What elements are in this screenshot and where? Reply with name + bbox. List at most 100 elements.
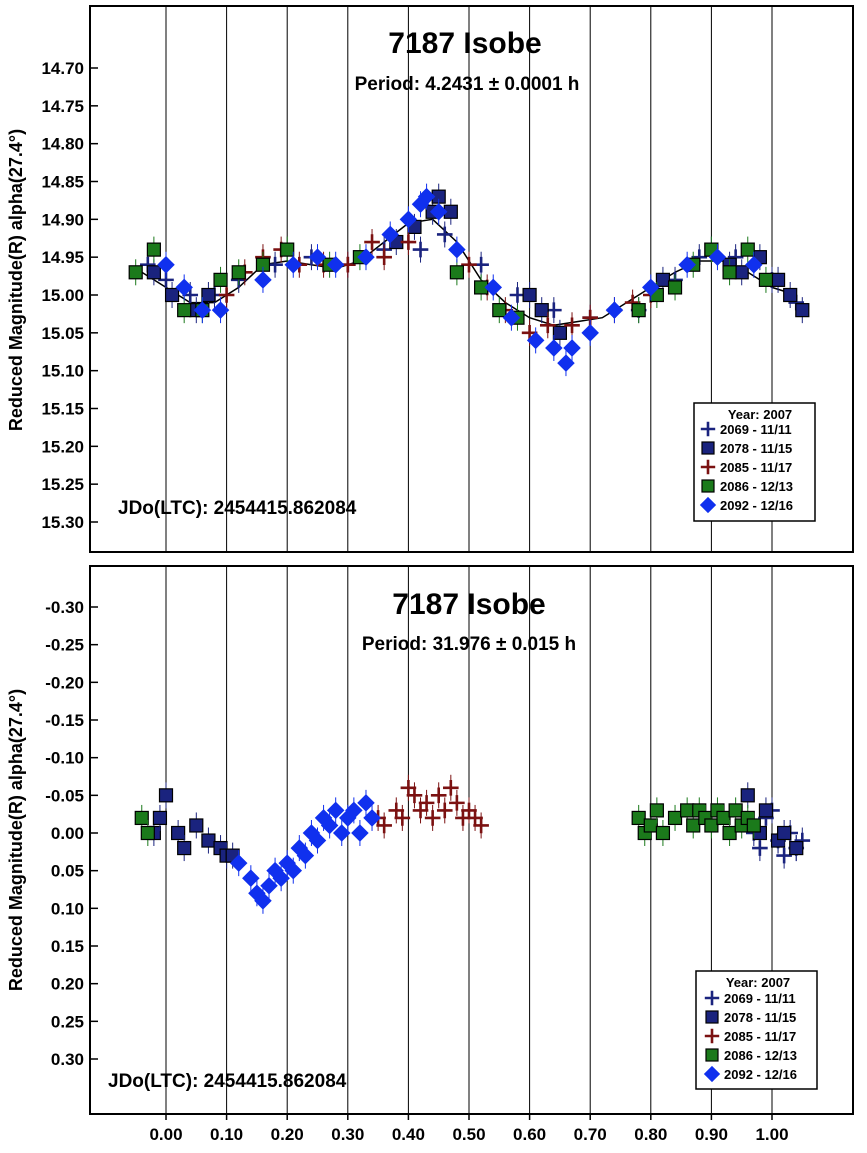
legend-marker-1-0	[701, 441, 715, 455]
point-4-3	[254, 892, 272, 910]
legend-label-4: 2092 - 12/16	[720, 498, 793, 513]
point-3-6	[655, 825, 671, 841]
point-4-4	[260, 876, 278, 895]
xtick-label-0: 0.00	[149, 1125, 182, 1144]
top-data-points	[128, 183, 810, 377]
point-2-0	[218, 287, 235, 303]
ytick-label-7: 15.05	[41, 324, 84, 343]
point-3-21	[758, 272, 774, 287]
point-1-1	[152, 810, 168, 826]
ytick-label-10: 15.20	[41, 437, 84, 456]
ytick-label-9: 15.15	[41, 400, 84, 419]
top-y-ticks: 14.70 14.75 14.80 14.85 14.90 14.95 15.00 15.05…	[41, 59, 98, 532]
legend-label-2: 2085 - 11/17	[724, 1029, 796, 1044]
ytick-label-4: 14.90	[41, 210, 84, 229]
series-3	[134, 797, 761, 846]
series-1	[146, 782, 804, 869]
bottom-jdo-annotation: JDo(LTC): 2454415.862084	[108, 1071, 347, 1092]
xtick-label-8: 0.80	[634, 1125, 667, 1144]
ytick-label-1: -0.25	[45, 636, 84, 655]
point-4-2	[193, 301, 212, 319]
point-4-19	[351, 824, 369, 842]
ytick-label-5: -0.05	[45, 786, 84, 805]
point-2-9	[400, 234, 417, 250]
legend-marker-1-0	[705, 1010, 719, 1024]
point-1-0	[146, 265, 161, 280]
ytick-label-0: 14.70	[41, 59, 84, 78]
point-2-11	[443, 780, 459, 796]
point-4-14	[320, 816, 339, 835]
point-3-14	[631, 303, 646, 318]
point-2-7	[418, 795, 435, 811]
point-3-16	[667, 280, 683, 295]
point-1-19	[795, 303, 810, 318]
legend-label-1: 2078 - 11/15	[724, 1010, 796, 1025]
point-1-3	[201, 287, 216, 303]
legend-label-3: 2086 - 12/13	[724, 1048, 797, 1063]
ytick-label-1: 14.75	[41, 97, 84, 116]
ytick-label-10: 0.20	[51, 975, 84, 994]
point-4-9	[381, 225, 399, 244]
point-1-12	[758, 803, 774, 818]
point-4-18	[345, 801, 363, 820]
point-2-14	[539, 317, 556, 334]
point-3-0	[128, 265, 143, 280]
point-3-5	[231, 265, 246, 280]
point-3-0	[134, 810, 149, 826]
point-4-6	[272, 869, 290, 887]
point-1-10	[740, 788, 755, 803]
point-4-13	[429, 202, 448, 221]
ytick-label-8: 0.10	[51, 899, 84, 918]
point-4-21	[363, 809, 381, 827]
point-2-15	[564, 317, 580, 334]
legend-label-4: 2092 - 12/16	[724, 1067, 797, 1082]
bottom-y-axis-label: Reduced Magnitude(R) alpha(27.4°)	[6, 689, 26, 991]
point-1-3	[171, 825, 186, 841]
bottom-legend-box	[695, 970, 818, 1090]
top-legend-title: Year: 2007	[728, 407, 792, 422]
point-4-1	[175, 278, 193, 297]
point-4-20	[563, 339, 581, 357]
xtick-label-1: 0.10	[210, 1125, 243, 1144]
point-2-8	[424, 810, 441, 826]
series-3	[128, 236, 774, 331]
xtick-label-4: 0.40	[392, 1125, 425, 1144]
xtick-label-5: 0.50	[452, 1125, 485, 1144]
ytick-label-4: -0.10	[45, 749, 84, 768]
point-4-17	[526, 331, 545, 350]
ytick-label-2: 14.80	[41, 135, 84, 154]
ytick-label-11: 15.25	[41, 475, 84, 494]
ytick-label-0: -0.30	[45, 598, 84, 617]
xtick-label-2: 0.20	[271, 1125, 304, 1144]
point-3-5	[649, 803, 664, 818]
legend-marker-2-0	[700, 459, 716, 475]
ytick-label-7: 0.05	[51, 862, 84, 881]
bottom-panel: -0.30 -0.25 -0.20 -0.15 -0.10 -0.05 0.00 0.05 0.…	[6, 565, 854, 1144]
point-4-6	[308, 248, 327, 266]
point-4-16	[502, 308, 521, 327]
point-4-4	[254, 271, 272, 289]
top-legend-entries: 2069 - 11/11 2078 - 11/15 2085 - 11/17 2086…	[699, 421, 793, 514]
point-3-4	[213, 272, 228, 287]
bottom-legend: Year: 2007 2069 - 11/11 2078 - 11/15 2085 …	[695, 970, 818, 1090]
ytick-label-3: -0.15	[45, 711, 84, 730]
point-4-12	[417, 187, 436, 206]
ytick-label-2: -0.20	[45, 673, 84, 692]
ytick-label-5: 14.95	[41, 248, 84, 267]
point-4-1	[242, 869, 260, 887]
point-2-10	[436, 802, 453, 819]
point-3-8	[680, 803, 695, 818]
point-2-8	[376, 249, 392, 265]
point-4-15	[326, 801, 345, 820]
legend-marker-2-0	[704, 1028, 720, 1044]
legend-marker-4-0	[699, 496, 717, 514]
bottom-y-ticks: -0.30 -0.25 -0.20 -0.15 -0.10 -0.05 0.00 0.05 0.…	[45, 598, 98, 1069]
point-3-19	[722, 265, 737, 280]
point-1-9	[522, 287, 537, 303]
point-4-8	[284, 861, 303, 880]
point-4-19	[557, 354, 575, 372]
point-3-14	[716, 810, 731, 826]
legend-marker-4-0	[703, 1065, 721, 1083]
ytick-label-6: 15.00	[41, 286, 84, 305]
